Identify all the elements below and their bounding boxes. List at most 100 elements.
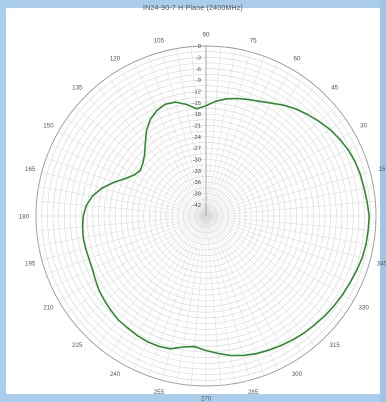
angle-tick-labels: 0 15 30 45 60 75 90 105 120 135 150 165 180 195 210 225…	[19, 31, 386, 402]
grid-spoke	[205, 215, 279, 371]
angle-tick-label: 45	[331, 85, 338, 92]
radial-tick-label: -27	[193, 146, 201, 152]
angle-tick-label: 75	[250, 38, 257, 45]
grid-spoke	[41, 171, 207, 217]
radial-tick-label: -30	[193, 158, 201, 164]
grid-spoke	[66, 215, 207, 314]
grid-spoke	[96, 215, 207, 347]
angle-tick-label: 180	[19, 213, 30, 220]
grid-spoke	[205, 76, 304, 217]
angle-tick-label: 120	[110, 56, 121, 63]
grid-spoke	[38, 186, 207, 217]
radial-tick-label: -24	[193, 135, 202, 141]
radial-tick-label: -9	[196, 78, 201, 84]
angle-tick-label: 15	[378, 166, 385, 173]
background-strip	[380, 0, 386, 402]
grid-spoke	[46, 215, 207, 275]
radial-tick-label: -39	[193, 192, 201, 198]
grid-spoke	[58, 130, 207, 217]
grid-spoke	[36, 200, 207, 217]
grid-spoke	[85, 215, 207, 337]
grid-spoke	[75, 106, 207, 217]
grid-spoke	[205, 215, 376, 232]
series-line	[81, 97, 370, 357]
grid-spoke	[85, 95, 207, 217]
grid-spoke	[161, 215, 207, 381]
radial-tick-label: -3	[196, 56, 201, 62]
grid-spoke	[205, 215, 251, 381]
angle-tick-label: 345	[377, 260, 386, 267]
grid-spoke	[205, 61, 279, 217]
grid-spoke	[108, 76, 207, 217]
radial-tick-label: 0	[198, 44, 201, 50]
grid-spoke	[51, 215, 207, 289]
grid-spoke	[205, 143, 361, 217]
grid-spoke	[46, 157, 207, 217]
grid-spoke	[205, 215, 304, 356]
grid-spoke	[51, 143, 207, 217]
grid-spoke	[176, 215, 207, 384]
angle-tick-label: 90	[203, 31, 210, 38]
grid-spoke	[205, 215, 327, 337]
grid-spoke	[205, 215, 337, 326]
grid-spoke	[205, 171, 371, 217]
angle-tick-label: 285	[248, 389, 259, 396]
grid-spoke	[190, 46, 207, 217]
grid-spoke	[36, 215, 207, 232]
angle-tick-label: 330	[358, 304, 369, 311]
grid-spoke	[205, 215, 354, 302]
grid-spoke	[75, 215, 207, 326]
grid-spoke	[205, 95, 327, 217]
angle-tick-label: 210	[43, 304, 54, 311]
grid-spoke	[38, 215, 207, 246]
angle-tick-label: 195	[25, 260, 36, 267]
angle-tick-label: 255	[154, 389, 165, 396]
grid-spoke	[205, 200, 376, 217]
grid-spoke	[205, 157, 366, 217]
radial-tick-labels: 0 -3 -6 -9 -12 -15 -18 -21 -24 -27 -30 -33 -36 -39 -42	[193, 44, 202, 209]
angle-tick-label: 270	[201, 395, 212, 402]
grid-spoke	[120, 215, 207, 364]
grid-spoke	[96, 85, 207, 217]
grid-spoke	[205, 106, 337, 217]
angle-tick-label: 105	[154, 38, 165, 45]
grid-spoke	[205, 56, 265, 217]
grid-spoke	[205, 48, 236, 217]
angle-tick-label: 165	[25, 166, 36, 173]
radial-tick-label: -15	[193, 101, 201, 107]
radial-tick-label: -36	[193, 180, 201, 186]
grid-spoke	[205, 130, 354, 217]
radial-tick-label: -18	[193, 112, 201, 118]
grid-spoke	[205, 46, 222, 217]
radial-tick-label: -21	[193, 124, 201, 130]
grid-spoke	[205, 215, 346, 314]
grid-spoke	[108, 215, 207, 356]
radial-tick-label: -6	[196, 67, 201, 73]
polar-grid	[35, 45, 377, 387]
angle-tick-label: 150	[43, 122, 54, 129]
radial-tick-label: -42	[193, 203, 201, 209]
angle-tick-label: 60	[294, 56, 301, 63]
angle-tick-label: 240	[110, 371, 121, 378]
grid-spoke	[66, 118, 207, 217]
radial-tick-label: -12	[193, 90, 201, 96]
grid-spoke	[176, 48, 207, 217]
grid-spoke	[205, 215, 265, 376]
grid-spoke	[205, 215, 292, 364]
grid-spoke	[205, 215, 222, 386]
radial-tick-label: -33	[193, 169, 201, 175]
grid-spoke	[161, 51, 207, 217]
series-group	[81, 97, 370, 357]
grid-spoke	[147, 215, 207, 376]
grid-spoke	[205, 215, 374, 246]
chart-frame	[6, 8, 380, 394]
grid-spoke	[190, 215, 207, 386]
grid-spoke	[147, 56, 207, 217]
grid-spoke	[205, 68, 292, 217]
grid-spoke	[205, 186, 374, 217]
grid-spoke	[205, 85, 316, 217]
grid-spoke	[205, 51, 251, 217]
grid-spoke	[120, 68, 207, 217]
grid-spoke	[41, 215, 207, 261]
